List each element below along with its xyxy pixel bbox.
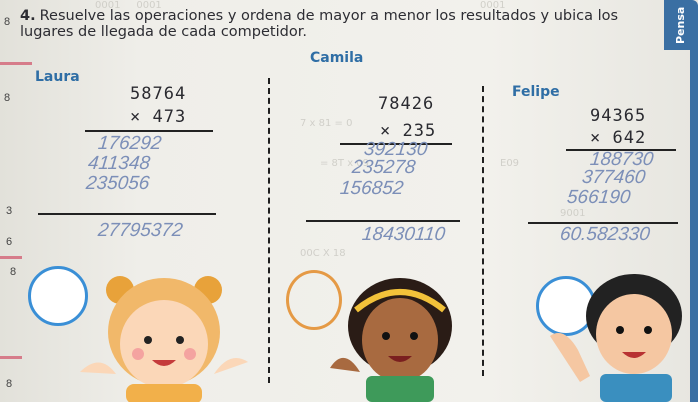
background-ghost-text: 9001 (560, 208, 586, 219)
partial-product: 377460 (580, 167, 647, 188)
product-line (340, 143, 452, 145)
multiplicand: 58764 (130, 84, 187, 104)
felipe-illustration (550, 274, 682, 402)
place-circle-laura[interactable] (28, 266, 88, 326)
partial-product: 176292 (96, 133, 163, 154)
background-ghost-text: 0001 (480, 0, 506, 11)
final-result: 60.582330 (558, 224, 651, 245)
camila-illustration (330, 278, 452, 402)
margin-number: 8 (4, 16, 11, 28)
exercise-text: Resuelve las operaciones y ordena de may… (20, 8, 619, 40)
multiplicand: 78426 (378, 94, 435, 114)
exercise-number: 4. (20, 8, 36, 24)
result-line (528, 222, 678, 224)
multiplier: × 473 (130, 107, 187, 127)
margin-number: 6 (6, 236, 13, 248)
result-line (306, 220, 460, 222)
place-circle-camila[interactable] (286, 270, 342, 330)
partial-product: 235056 (84, 173, 151, 194)
side-strip (690, 50, 698, 402)
place-circle-felipe[interactable] (536, 276, 596, 336)
competitor-name: Laura (35, 69, 80, 85)
margin-number: 8 (4, 92, 11, 104)
background-ghost-text: 00C X 18 (300, 248, 346, 259)
competitor-name: Camila (310, 50, 364, 66)
margin-number: 8 (10, 266, 17, 278)
margin-mark (0, 356, 22, 359)
exercise-instruction: 4. Resuelve las operaciones y ordena de m… (20, 8, 660, 40)
competitor-name: Felipe (512, 84, 560, 100)
product-line (566, 149, 676, 151)
margin-mark (0, 62, 32, 65)
background-ghost-text: = 8T x 09 (320, 158, 370, 169)
margin-mark (0, 256, 22, 259)
background-ghost-text: E09 (500, 158, 520, 169)
column-divider (482, 86, 484, 376)
margin-number: 3 (6, 205, 13, 217)
background-ghost-text: 7 x 81 = 0 (300, 118, 353, 129)
final-result: 27795372 (96, 220, 184, 241)
laura-illustration (80, 276, 248, 402)
product-line (85, 130, 213, 132)
multiplier: × 642 (590, 128, 647, 148)
side-tab: Pensa (664, 0, 698, 50)
result-line (38, 213, 216, 215)
final-result: 18430110 (360, 224, 447, 245)
margin-number: 8 (6, 378, 13, 390)
partial-product: 156852 (338, 178, 405, 199)
multiplicand: 94365 (590, 106, 647, 126)
partial-product: 411348 (86, 153, 152, 174)
background-ghost-text: 0001 0001 (95, 0, 162, 11)
multiplier: × 235 (380, 121, 437, 141)
partial-product: 235278 (350, 157, 417, 178)
column-divider (268, 78, 270, 383)
partial-product: 566190 (565, 187, 632, 208)
